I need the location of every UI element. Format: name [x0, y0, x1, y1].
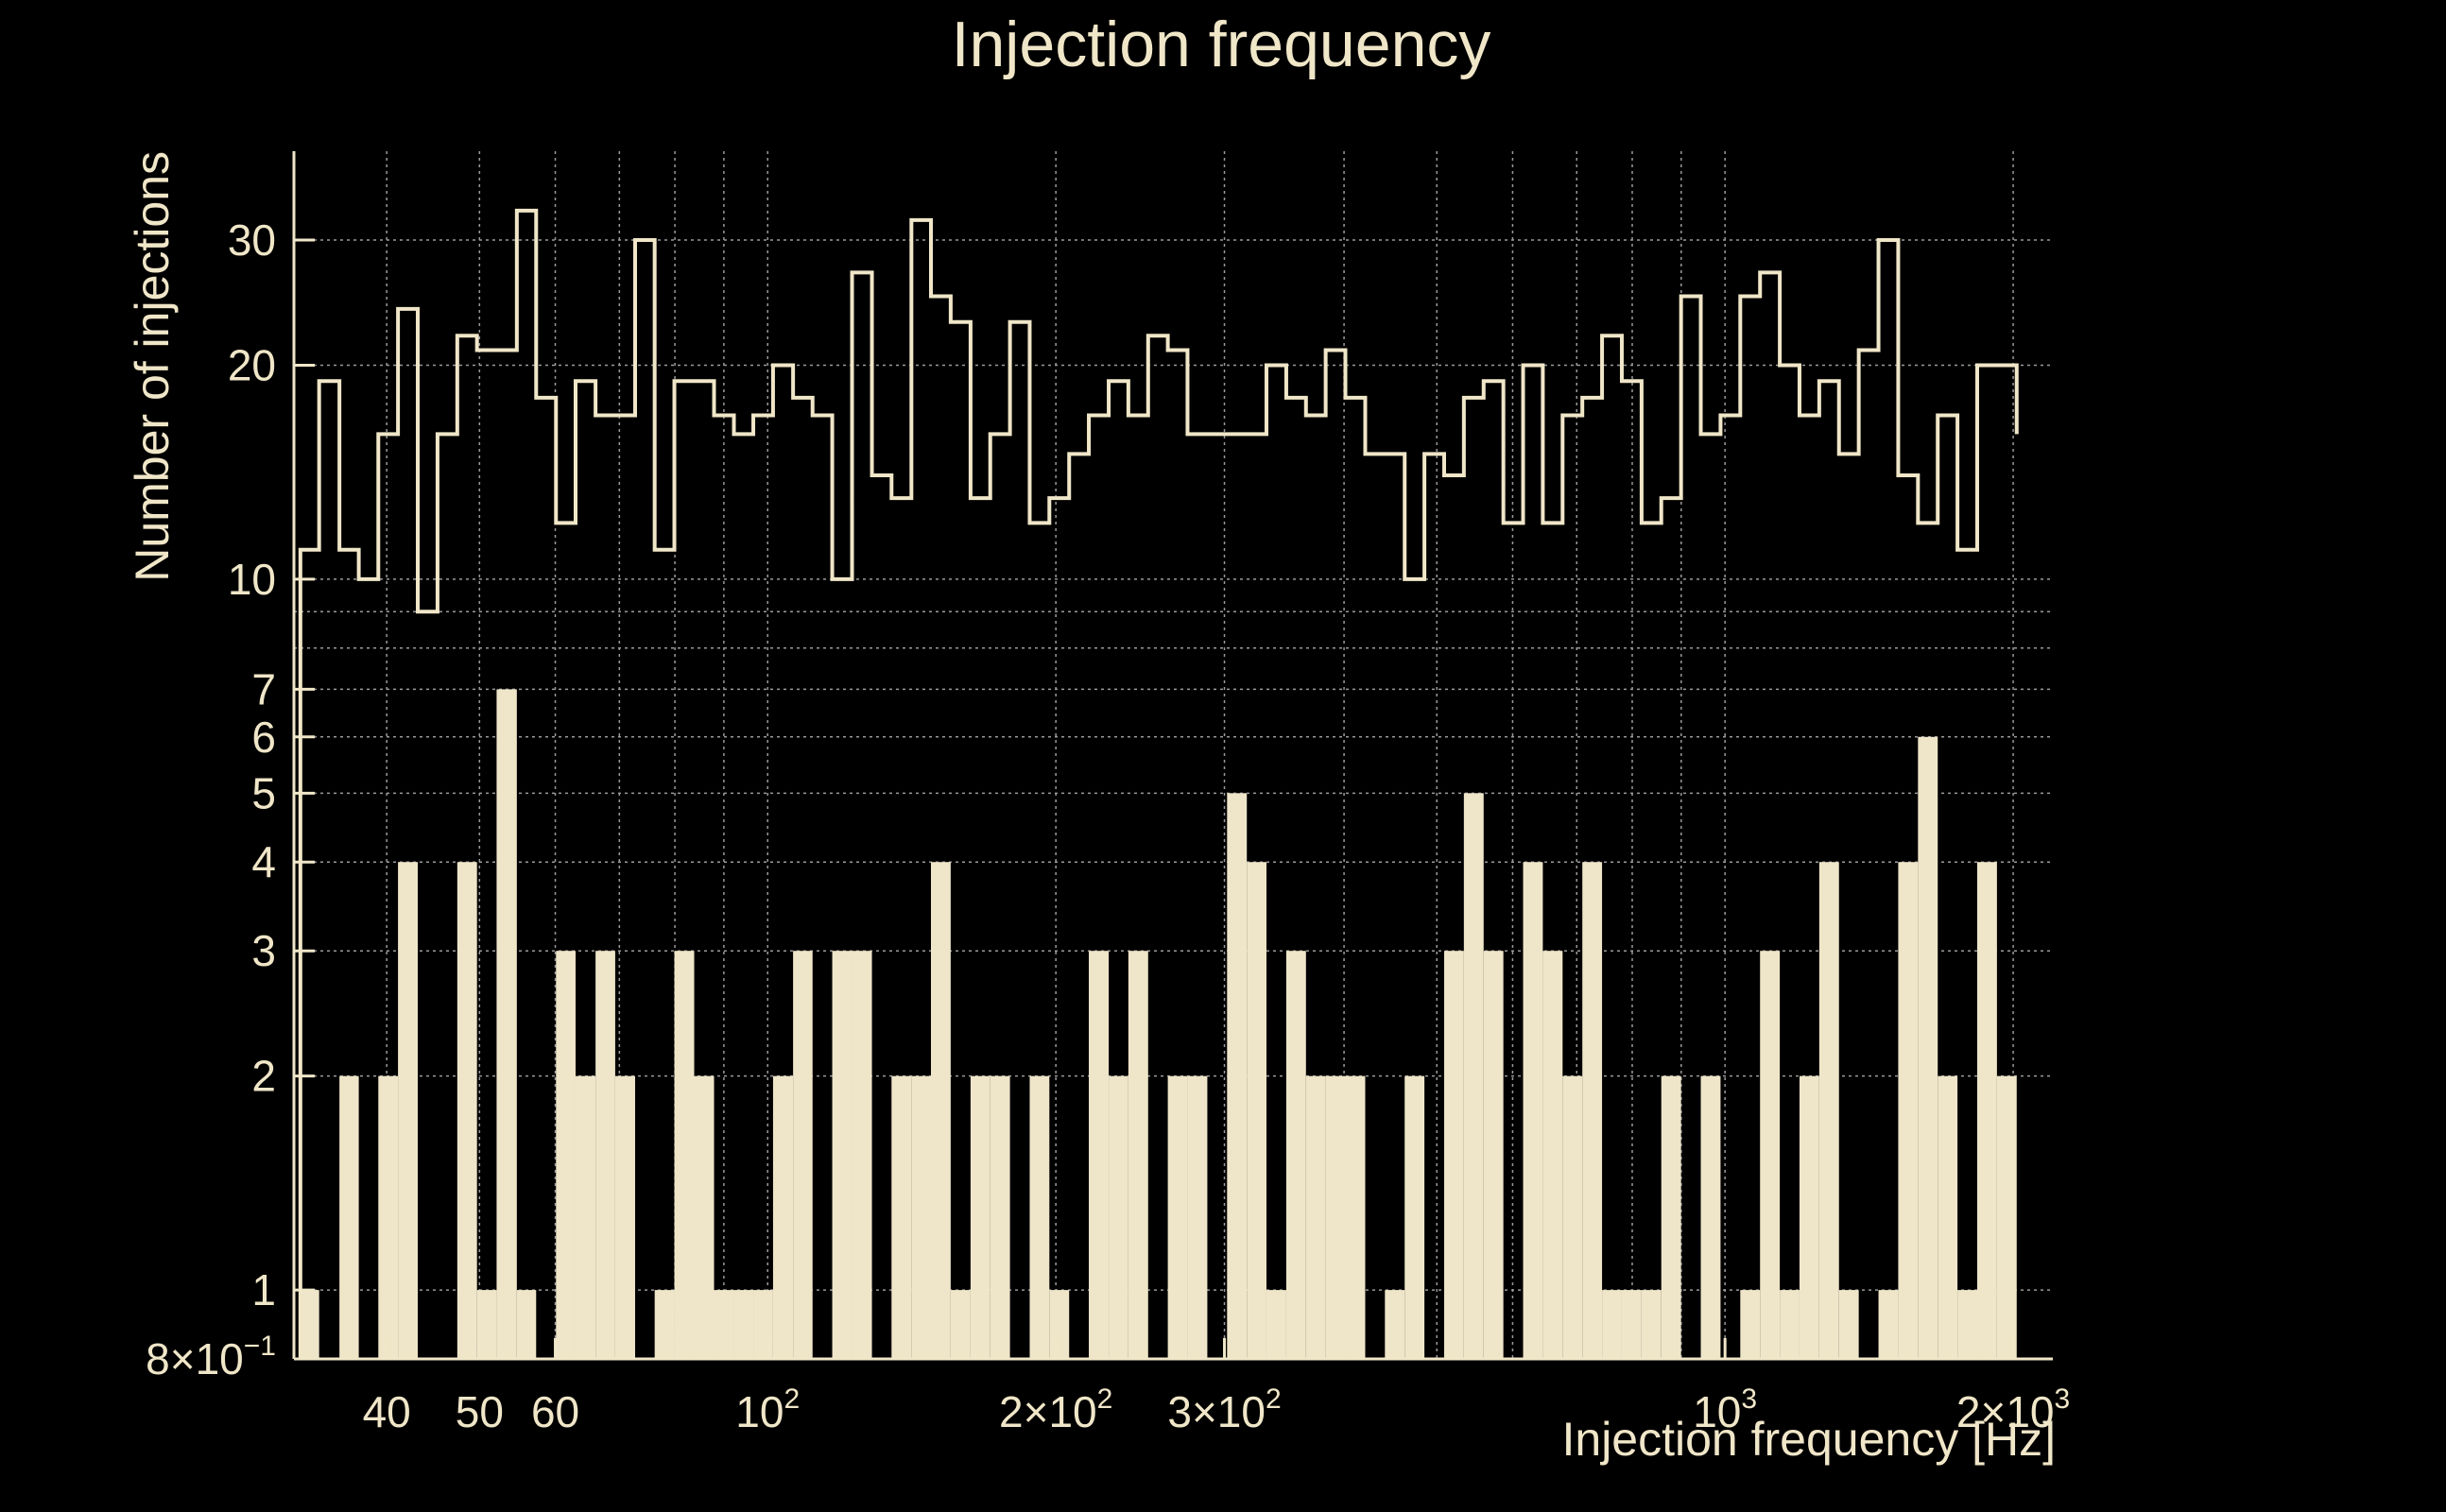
y-tick-labels: 8×10−1 1 2 3 4 5 67 10 20 30: [146, 215, 276, 1383]
histogram-bar: [1325, 1075, 1346, 1359]
histogram-bar: [1049, 1290, 1070, 1359]
histogram-bar: [1661, 1075, 1681, 1359]
y-tick-label: 20: [228, 340, 276, 389]
histogram-bar: [714, 1290, 734, 1359]
histogram-bar: [772, 1075, 794, 1359]
histogram-bar: [575, 1075, 596, 1359]
histogram-bar: [1109, 1075, 1128, 1359]
histogram-bar: [1641, 1290, 1662, 1359]
y-tick-label: 7: [251, 664, 276, 713]
histogram-bar: [911, 1075, 931, 1359]
y-axis-label: Number of injections: [126, 151, 179, 582]
histogram-bar: [1760, 951, 1781, 1359]
histogram-bar: [614, 1075, 635, 1359]
histogram-bar: [891, 1075, 912, 1359]
x-axis-label: Injection frequency [Hz]: [1562, 1413, 2057, 1466]
histogram-bar: [852, 951, 872, 1359]
histogram-bar: [516, 1290, 537, 1359]
x-tick-label: 60: [531, 1387, 579, 1436]
histogram-bar: [1996, 1075, 2017, 1359]
histogram-bar: [1562, 1075, 1583, 1359]
histogram-bar: [1247, 862, 1266, 1359]
histogram-bar: [694, 1075, 715, 1359]
histogram-bar: [654, 1290, 675, 1359]
y-tick-label: 2: [251, 1052, 276, 1101]
histogram-bar: [1227, 793, 1248, 1359]
chart-title: Injection frequency: [952, 9, 1491, 80]
histogram-bar: [1443, 951, 1464, 1359]
y-tick-label: 1: [251, 1265, 276, 1314]
histogram-bar: [832, 951, 853, 1359]
histogram-bar: [733, 1290, 754, 1359]
histogram-bar: [300, 1290, 319, 1359]
histogram-bar: [1167, 1075, 1188, 1359]
histogram-bar: [1187, 1075, 1208, 1359]
filled-series: [300, 689, 2017, 1359]
histogram-bar: [1463, 793, 1484, 1359]
histogram-bar: [1878, 1290, 1899, 1359]
histogram-bar: [1977, 862, 1997, 1359]
x-tick-label: 2×103: [1956, 1383, 2070, 1436]
histogram-bar: [1818, 862, 1839, 1359]
histogram-bar: [970, 1075, 990, 1359]
histogram-bar: [950, 1290, 971, 1359]
histogram-bar: [674, 951, 695, 1359]
y-tick-label: 6: [251, 713, 276, 762]
histogram-bar: [1582, 862, 1603, 1359]
histogram-bar: [1602, 1290, 1622, 1359]
histogram-bar: [1305, 1075, 1326, 1359]
histogram-bar: [1266, 1290, 1286, 1359]
histogram-bar: [1128, 951, 1148, 1359]
histogram-bar: [1780, 1290, 1800, 1359]
histogram-bar: [1898, 862, 1919, 1359]
histogram-bar: [456, 862, 477, 1359]
y-tick-label: 5: [251, 768, 276, 817]
x-tick-labels: 40 50 60 102 2×102 3×102 103 2×103: [363, 1383, 2071, 1436]
x-tick-label: 3×102: [1167, 1383, 1281, 1436]
histogram-bar: [1523, 862, 1543, 1359]
histogram-bar: [556, 951, 576, 1359]
histogram-bar: [1029, 1075, 1050, 1359]
histogram-bar: [595, 951, 615, 1359]
x-tick-label: 40: [363, 1387, 411, 1436]
y-tick-label: 30: [228, 215, 276, 265]
histogram-bar: [476, 1290, 497, 1359]
histogram-bar: [1483, 951, 1504, 1359]
histogram-bar: [1957, 1290, 1978, 1359]
histogram-bar: [930, 862, 951, 1359]
histogram-bar: [1404, 1075, 1425, 1359]
x-tick-label: 50: [456, 1387, 504, 1436]
histogram-bar: [1938, 1075, 1958, 1359]
histogram-bar: [753, 1290, 773, 1359]
histogram-bar: [1838, 1290, 1859, 1359]
histogram-bar: [990, 1075, 1010, 1359]
histogram-bar: [378, 1075, 399, 1359]
axes: [292, 151, 2053, 1361]
histogram-bar: [793, 951, 813, 1359]
step-series-line: [298, 208, 2019, 1359]
y-tick-label: 3: [251, 926, 276, 975]
y-tick-label: 10: [228, 555, 276, 604]
histogram-bar: [1089, 951, 1110, 1359]
histogram-bar: [398, 862, 418, 1359]
histogram-bar: [1345, 1075, 1366, 1359]
histogram-bar: [1385, 1290, 1405, 1359]
histogram-bar: [496, 689, 517, 1359]
histogram-bar: [1285, 951, 1306, 1359]
y-tick-label: 4: [251, 837, 276, 886]
histogram-bar: [1799, 1075, 1819, 1359]
x-tick-label: 2×102: [999, 1383, 1112, 1436]
y-tick-label: 8×10−1: [146, 1331, 276, 1383]
histogram-bar: [339, 1075, 359, 1359]
histogram-bar: [1621, 1290, 1642, 1359]
histogram-bar: [1700, 1075, 1721, 1359]
histogram-bar: [1740, 1290, 1761, 1359]
histogram-bar: [1542, 951, 1563, 1359]
histogram-bar: [1918, 736, 1938, 1359]
